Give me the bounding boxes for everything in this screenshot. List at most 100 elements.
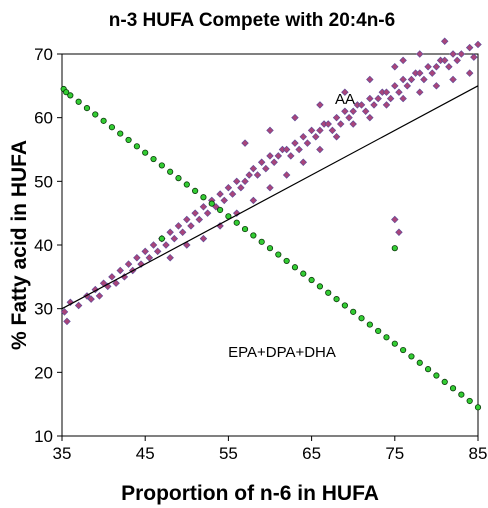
- aa-point: [141, 247, 149, 256]
- aa-point: [199, 234, 208, 243]
- aa-point: [266, 152, 274, 160]
- epa-dpa-dha-point: [100, 117, 107, 124]
- aa-point: [428, 69, 436, 77]
- epa-dpa-dha-point: [391, 340, 398, 347]
- aa-point: [366, 94, 374, 103]
- aa-point: [432, 63, 441, 71]
- aa-point: [153, 247, 162, 256]
- annotation-aa: AA: [335, 91, 355, 108]
- epa-dpa-dha-point: [250, 232, 257, 239]
- epa-dpa-dha-point: [283, 257, 290, 265]
- epa-dpa-dha-point: [366, 321, 373, 328]
- epa-dpa-dha-point: [291, 264, 299, 271]
- epa-dpa-dha-point: [125, 136, 132, 144]
- aa-point: [465, 69, 474, 77]
- aa-point: [349, 107, 357, 116]
- aa-point: [170, 234, 179, 243]
- epa-dpa-dha-point: [433, 372, 440, 379]
- aa-point: [341, 107, 349, 116]
- aa-point: [416, 88, 424, 96]
- epa-dpa-dha-point: [158, 162, 165, 169]
- aa-point: [440, 37, 449, 45]
- aa-point: [199, 203, 208, 211]
- aa-point: [382, 101, 391, 109]
- epa-dpa-dha-point: [400, 346, 407, 354]
- aa-point: [195, 215, 204, 224]
- aa-point: [274, 152, 283, 160]
- aa-point: [324, 120, 332, 128]
- aa-point: [424, 63, 432, 71]
- epa-dpa-dha-point: [458, 391, 465, 398]
- aa-point: [232, 177, 241, 186]
- annotation-epa-dpa-dha: EPA+DPA+DHA: [228, 344, 336, 361]
- aa-point: [270, 158, 278, 166]
- y-tick-label: 30: [34, 300, 53, 319]
- aa-point: [399, 56, 407, 65]
- epa-dpa-dha-point: [350, 308, 357, 315]
- x-tick-label: 85: [469, 444, 488, 463]
- aa-point: [332, 113, 341, 122]
- aa-point: [395, 228, 403, 236]
- aa-point: [287, 152, 295, 160]
- epa-dpa-dha-point: [391, 245, 398, 252]
- epa-dpa-dha-point: [158, 235, 165, 242]
- aa-point: [241, 177, 249, 186]
- aa-point: [145, 254, 154, 262]
- aa-point: [345, 113, 353, 122]
- aa-point: [149, 241, 158, 249]
- aa-point: [237, 183, 245, 192]
- epa-dpa-dha-point: [167, 168, 174, 175]
- epa-dpa-dha-point: [383, 334, 390, 341]
- aa-point: [312, 133, 320, 141]
- aa-point: [257, 158, 266, 166]
- aa-point: [399, 75, 407, 84]
- aa-point: [216, 190, 224, 198]
- aa-point: [262, 164, 270, 173]
- aa-point: [299, 133, 308, 141]
- y-axis-label: % Fatty acid in HUFA: [8, 140, 31, 350]
- epa-dpa-dha-point: [333, 296, 340, 303]
- aa-point: [249, 164, 258, 173]
- epa-dpa-dha-point: [266, 245, 274, 252]
- axis-ticks: 35 45 55 65 75 85 10 20 30 40 50 60 70: [34, 45, 487, 463]
- x-tick-label: 45: [136, 444, 155, 463]
- aa-point: [299, 158, 308, 166]
- aa-point: [249, 196, 258, 205]
- aa-point: [328, 126, 337, 135]
- epa-dpa-dha-point: [108, 124, 116, 131]
- aa-point: [133, 254, 141, 262]
- epa-dpa-dha-point: [424, 366, 432, 373]
- aa-point: [465, 43, 474, 52]
- epa-dpa-dha-point: [308, 276, 315, 284]
- aa-point: [457, 50, 466, 58]
- aa-point: [187, 222, 195, 230]
- y-tick-label: 50: [34, 172, 53, 191]
- aa-point: [336, 120, 345, 128]
- aa-point: [407, 75, 416, 84]
- aa-point: [453, 56, 461, 65]
- epa-dpa-dha-point: [341, 302, 348, 309]
- epa-dpa-dha-point: [258, 238, 265, 245]
- x-tick-label: 55: [219, 444, 238, 463]
- aa-point: [391, 63, 399, 71]
- epa-dpa-dha-point: [325, 289, 332, 296]
- epa-dpa-dha-point: [216, 206, 224, 214]
- aa-point: [124, 260, 133, 268]
- epa-dpa-dha-point: [75, 98, 82, 105]
- aa-point: [445, 63, 453, 71]
- epa-dpa-dha-point: [474, 404, 482, 411]
- aa-point: [116, 266, 124, 275]
- epa-dpa-dha-point: [117, 130, 124, 137]
- x-tick-label: 35: [53, 444, 72, 463]
- aa-point: [162, 241, 170, 249]
- aa-point: [282, 145, 291, 154]
- aa-point: [174, 222, 183, 230]
- aa-point: [220, 196, 228, 205]
- aa-point: [416, 50, 424, 58]
- aa-point: [449, 50, 457, 58]
- aa-point: [166, 228, 174, 236]
- aa-point: [87, 295, 95, 303]
- aa-point: [191, 209, 199, 217]
- aa-trend-line: [61, 85, 479, 310]
